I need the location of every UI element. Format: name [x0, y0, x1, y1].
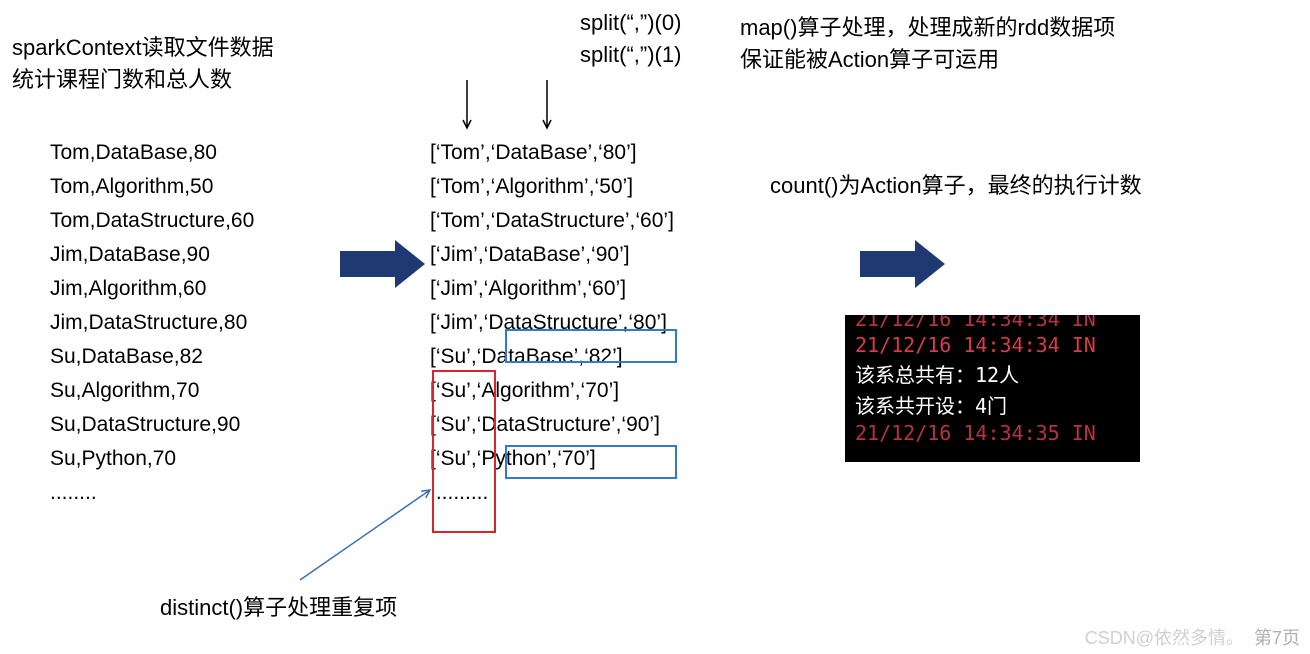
console-line: 21/12/16 14:34:34 IN — [855, 315, 1130, 331]
watermark: CSDN@依然多情。 第7页 — [1085, 624, 1300, 650]
console-line: 21/12/16 14:34:35 IN — [855, 421, 1130, 445]
distinct-label: distinct()算子处理重复项 — [160, 590, 397, 622]
console-line: 21/12/16 14:34:34 IN — [855, 333, 1130, 357]
console-line: 该系共开设：4门 — [855, 390, 1130, 419]
console-line: 该系总共有：12人 — [855, 359, 1130, 388]
console-output: 21/12/16 14:34:34 IN 21/12/16 14:34:34 IN… — [845, 315, 1140, 462]
